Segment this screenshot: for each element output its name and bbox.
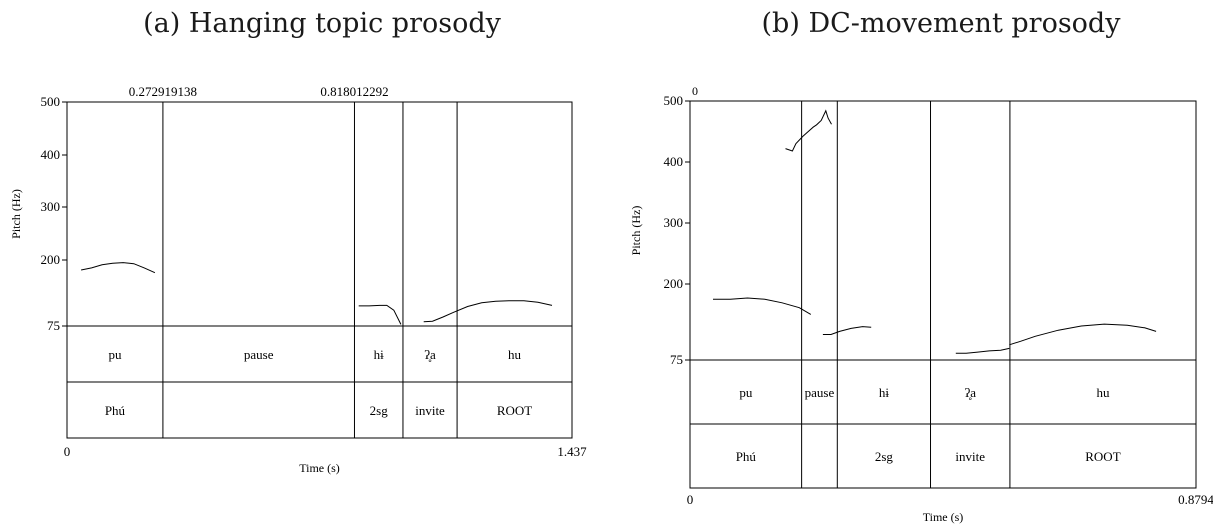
y-tick-label: 500 (41, 94, 61, 109)
y-tick-label: 75 (670, 352, 683, 367)
tier1-segment-label: pause (244, 347, 274, 362)
y-tick-label: 400 (664, 154, 684, 169)
y-tick-label: 400 (41, 147, 61, 162)
y-axis-label: Pitch (Hz) (9, 189, 23, 239)
tier1-segment-label: pu (108, 347, 122, 362)
top-time-tick-label: 0.818012292 (320, 84, 388, 99)
y-tick-label: 500 (664, 93, 684, 108)
y-tick-label: 200 (664, 276, 684, 291)
x-axis-label: Time (s) (299, 461, 340, 475)
x-end-label: 1.437 (557, 444, 587, 459)
pitch-contour (81, 262, 156, 274)
x-axis-label: Time (s) (923, 510, 964, 524)
y-tick-label: 200 (41, 252, 61, 267)
y-tick-label: 75 (47, 318, 60, 333)
tier1-segment-label: hu (1096, 385, 1110, 400)
pitch-contour (785, 109, 832, 152)
tier2-gloss-label: invite (955, 449, 985, 464)
tier2-gloss-label: 2sg (875, 449, 894, 464)
y-tick-label: 300 (664, 215, 684, 230)
tier1-segment-label: pause (805, 385, 835, 400)
tier2-gloss-label: invite (415, 403, 445, 418)
pitch-contour (955, 347, 1010, 354)
tier1-segment-label: hu (508, 347, 522, 362)
plot-frame (66, 101, 573, 439)
top-time-tick-label: 0.272919138 (129, 84, 197, 99)
panel-a-title: (a) Hanging topic prosody (143, 8, 501, 39)
tier2-gloss-label: Phú (105, 403, 126, 418)
pitch-contour (822, 326, 872, 335)
tier1-segment-label: hɨ (374, 347, 385, 362)
plot-frame (689, 100, 1197, 489)
tier2-gloss-label: 2sg (370, 403, 389, 418)
top-time-tick-label: 0 (692, 84, 698, 98)
tier1-segment-label: pu (739, 385, 753, 400)
pitch-contour (1009, 323, 1157, 346)
panel-b-title: (b) DC-movement prosody (761, 8, 1121, 39)
pitch-contour (713, 297, 812, 315)
y-axis-label: Pitch (Hz) (629, 206, 643, 256)
pitch-contour (358, 304, 402, 325)
tier1-segment-label: hɨ (879, 385, 890, 400)
x-start-label: 0 (64, 444, 71, 459)
tier2-gloss-label: Phú (736, 449, 757, 464)
tier1-segment-label: ʔ̥a (964, 385, 976, 400)
pitch-contour (423, 300, 553, 323)
tier2-gloss-label: ROOT (497, 403, 532, 418)
x-end-label: 0.8794 (1178, 492, 1213, 507)
tier1-segment-label: ʔ̥a (424, 347, 436, 362)
x-start-label: 0 (687, 492, 694, 507)
tier2-gloss-label: ROOT (1085, 449, 1120, 464)
y-tick-label: 300 (41, 199, 61, 214)
